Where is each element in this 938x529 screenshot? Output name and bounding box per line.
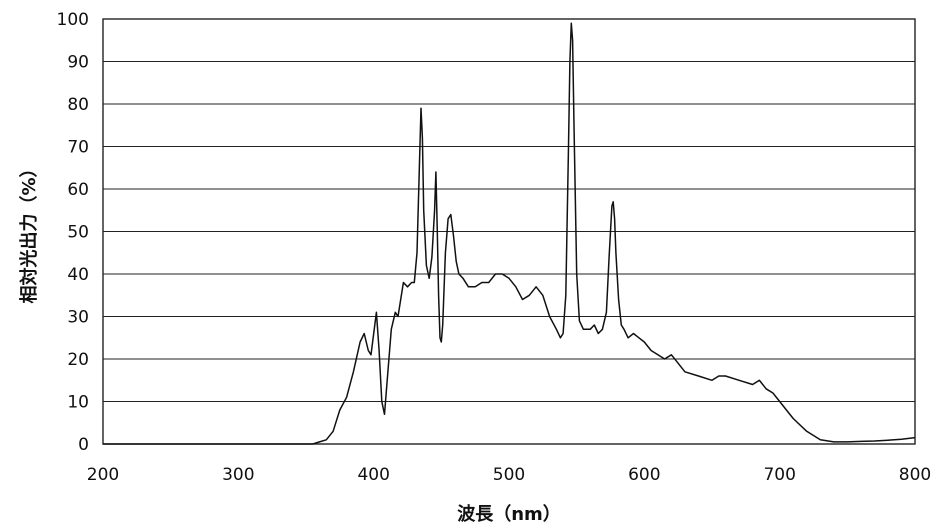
relative-output-series-line [103,22,916,445]
x-tick-label-800: 800 [899,465,931,485]
plot-area-frame [102,18,916,445]
horizontal-grid-lines [103,18,915,445]
y-tick-label-60: 60 [67,180,89,200]
x-tick-label-700: 700 [763,465,795,485]
x-tick-label-500: 500 [493,465,525,485]
x-axis-title: 波長（nm） [457,503,561,525]
y-tick-label-90: 90 [67,53,89,73]
y-tick-label-0: 0 [78,435,89,455]
y-axis-title: 相対光出力（%） [18,159,40,303]
y-tick-label-40: 40 [67,265,89,285]
x-tick-label-400: 400 [357,465,389,485]
y-tick-label-100: 100 [57,10,89,30]
y-tick-label-30: 30 [67,308,89,328]
y-axis-tick-labels: 0 10 20 30 40 50 60 70 80 90 100 [57,10,89,455]
y-tick-label-80: 80 [67,95,89,115]
y-tick-label-10: 10 [67,393,89,413]
y-tick-label-20: 20 [67,350,89,370]
x-tick-label-600: 600 [628,465,660,485]
x-tick-label-200: 200 [87,465,119,485]
x-axis-tick-labels: 200 300 400 500 600 700 800 [87,465,931,485]
y-tick-label-70: 70 [67,138,89,158]
x-tick-label-300: 300 [222,465,254,485]
y-tick-label-50: 50 [67,223,89,243]
